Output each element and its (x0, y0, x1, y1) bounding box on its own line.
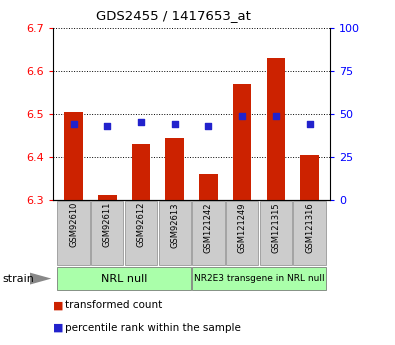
Bar (132, 144, 150, 200)
Point (307, 121, 313, 127)
Text: percentile rank within the sample: percentile rank within the sample (65, 323, 241, 333)
Point (239, 113, 245, 118)
Text: GSM92610: GSM92610 (69, 202, 78, 247)
FancyBboxPatch shape (260, 201, 292, 265)
Text: GSM121315: GSM121315 (271, 202, 280, 253)
Text: GSM121316: GSM121316 (305, 202, 314, 253)
Point (104, 123, 111, 129)
Text: transformed count: transformed count (65, 300, 162, 310)
Text: ■: ■ (53, 323, 64, 333)
Text: GSM121249: GSM121249 (238, 202, 246, 253)
Text: GSM92612: GSM92612 (137, 202, 145, 247)
FancyBboxPatch shape (192, 201, 225, 265)
Point (70, 121, 77, 127)
Bar (267, 58, 285, 200)
Point (205, 123, 212, 129)
Bar (199, 174, 218, 200)
FancyBboxPatch shape (57, 267, 191, 290)
Bar (64, 112, 83, 200)
Text: NRL null: NRL null (101, 274, 147, 284)
FancyBboxPatch shape (57, 201, 90, 265)
FancyBboxPatch shape (293, 201, 326, 265)
FancyBboxPatch shape (226, 201, 258, 265)
Text: strain: strain (2, 274, 34, 284)
Bar (300, 155, 319, 200)
Bar (98, 195, 117, 200)
Bar (233, 83, 252, 200)
FancyBboxPatch shape (125, 201, 157, 265)
Point (171, 121, 178, 127)
FancyBboxPatch shape (158, 201, 191, 265)
Text: GSM121242: GSM121242 (204, 202, 213, 253)
FancyBboxPatch shape (192, 267, 326, 290)
Bar (166, 138, 184, 200)
FancyBboxPatch shape (91, 201, 124, 265)
Text: GSM92611: GSM92611 (103, 202, 112, 247)
Text: GSM92613: GSM92613 (170, 202, 179, 248)
Text: ■: ■ (53, 300, 64, 310)
Text: NR2E3 transgene in NRL null: NR2E3 transgene in NRL null (194, 274, 324, 283)
Point (273, 113, 279, 118)
Point (138, 120, 144, 125)
Text: GDS2455 / 1417653_at: GDS2455 / 1417653_at (96, 9, 251, 22)
Polygon shape (30, 273, 51, 285)
